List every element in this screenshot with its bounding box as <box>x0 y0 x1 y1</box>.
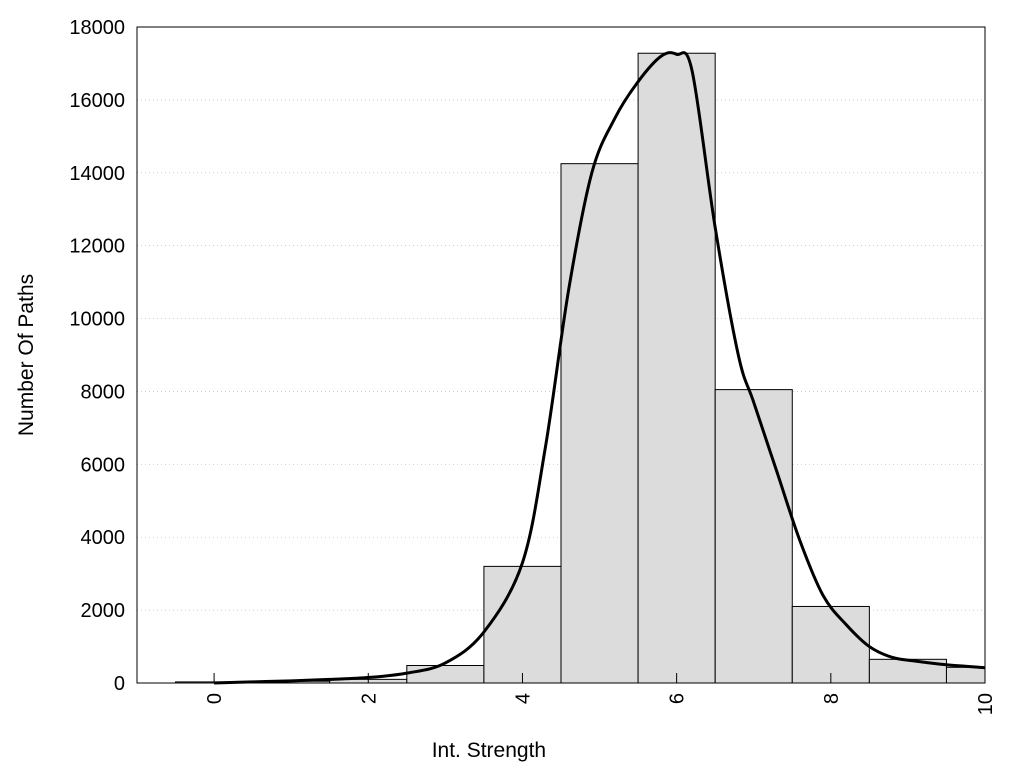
histogram-bar <box>560 163 639 684</box>
histogram-bar <box>406 665 485 684</box>
plot-frame <box>136 26 986 684</box>
y-tick-label: 14000 <box>69 163 125 185</box>
y-tick-label: 18000 <box>69 17 125 39</box>
histogram-bar <box>945 666 986 684</box>
y-tick-label: 6000 <box>81 454 126 476</box>
y-tick-label: 10000 <box>69 309 125 331</box>
histogram-bar <box>791 605 870 684</box>
y-tick-label: 0 <box>114 673 125 695</box>
y-tick-label: 8000 <box>81 381 126 403</box>
x-tick-label: 10 <box>975 693 997 715</box>
y-tick-label: 12000 <box>69 236 125 258</box>
y-axis-ticks: 0 2000 4000 6000 8000 10000 12000 14000 16000 180… <box>69 17 125 695</box>
y-tick-label: 4000 <box>81 527 126 549</box>
y-axis-title: Number Of Paths <box>15 274 38 436</box>
x-tick-label: 8 <box>821 693 843 704</box>
bars <box>175 52 986 684</box>
x-tick-label: 2 <box>358 693 380 704</box>
x-tick-label: 0 <box>204 693 226 704</box>
x-axis-ticks: 0 2 4 6 8 10 <box>204 673 997 715</box>
x-axis-title: Int. Strength <box>432 739 546 762</box>
histogram-bar <box>637 52 716 684</box>
histogram-bar <box>483 565 562 684</box>
x-tick-label: 4 <box>512 693 534 704</box>
density-line <box>214 51 986 685</box>
y-tick-label: 16000 <box>69 90 125 112</box>
histogram-bar <box>714 389 793 684</box>
density-curve <box>214 51 986 685</box>
x-tick-label: 6 <box>667 693 689 704</box>
y-tick-label: 2000 <box>81 600 126 622</box>
